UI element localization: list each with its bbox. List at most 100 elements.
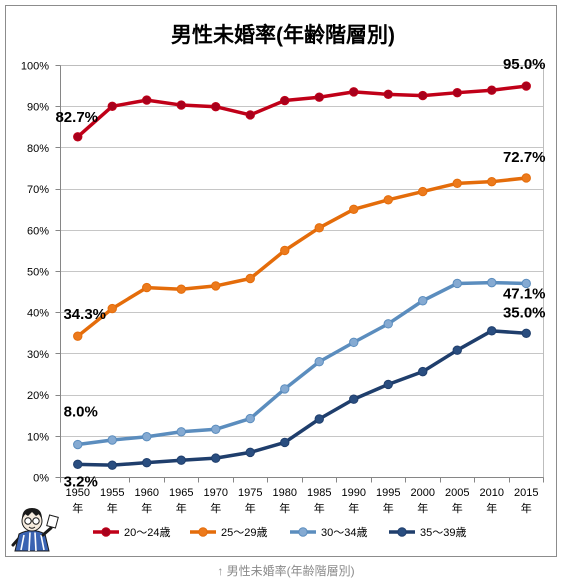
series-1-point: [107, 101, 117, 111]
y-tick-label: 90%: [27, 102, 49, 114]
legend-marker: [298, 527, 308, 537]
legend-label: 25～29歳: [221, 526, 267, 539]
series-2-point: [211, 281, 221, 291]
series-2-point: [452, 178, 462, 189]
data-label: 47.1%: [503, 285, 546, 302]
mascot-hair: [22, 508, 42, 519]
x-tick-unit-label: 年: [210, 501, 221, 515]
mascot-glasses-right-lens: [32, 517, 40, 525]
mascot-stripes: [20, 532, 45, 552]
y-tick-label: 50%: [27, 267, 49, 279]
series-4-point: [176, 455, 186, 465]
series-1-point: [280, 95, 290, 106]
series-2-line: [76, 176, 528, 338]
series-3-point: [349, 337, 359, 348]
legend-label: 20～24歳: [124, 526, 170, 539]
series-1-point: [383, 89, 393, 100]
mascot-glasses-left-lens: [24, 517, 32, 525]
legend-item: 30～34歳: [290, 526, 367, 539]
x-tick-label: 1995: [376, 487, 400, 499]
x-tick-unit-label: 年: [279, 501, 290, 515]
series-2-point: [418, 186, 428, 197]
series-4-point: [107, 460, 117, 470]
x-tick-label: 1990: [342, 487, 366, 499]
data-label: 34.3%: [63, 306, 106, 323]
series-4: [73, 326, 531, 470]
legend-label: 30～34歳: [321, 526, 367, 539]
series-4-point: [280, 437, 290, 448]
legend-item: 35～39歳: [389, 526, 466, 539]
x-tick-label: 2015: [514, 487, 538, 499]
x-tick-label: 1970: [204, 487, 228, 499]
series-1-point: [211, 102, 221, 112]
series-2: [73, 173, 531, 341]
x-tick-label: 1950: [66, 487, 90, 499]
series-4-line: [76, 329, 528, 467]
y-axis-tick-labels: 0% 10% 20% 30% 40% 50% 60% 70% 80% 90% 100%: [21, 61, 49, 485]
series-2-point: [176, 284, 186, 294]
series-1-point: [487, 85, 497, 95]
series-4-point: [211, 453, 221, 463]
figure-caption: ↑ 男性未婚率(年齢階層別): [217, 563, 354, 578]
series-3-point: [73, 439, 83, 450]
x-tick-unit-label: 年: [176, 501, 187, 515]
series-3-point: [107, 435, 117, 445]
x-tick-label: 2000: [411, 487, 435, 499]
axes: [55, 65, 544, 483]
x-tick-unit-label: 年: [348, 501, 359, 515]
legend-marker: [397, 527, 407, 537]
mascot-icon: [11, 508, 59, 552]
x-tick-unit-label: 年: [72, 501, 83, 515]
series-2-point: [349, 204, 359, 214]
series-3-point: [383, 319, 393, 329]
mascot-right-arm: [41, 526, 53, 537]
legend-label: 35～39歳: [420, 526, 466, 539]
data-label: 3.2%: [64, 473, 98, 490]
series-2-point: [521, 173, 531, 183]
series-2-point: [73, 331, 83, 341]
series-4-point: [418, 366, 428, 377]
series-3: [73, 277, 531, 450]
data-labels: 82.7% 95.0% 34.3% 72.7% 8.0% 47.1% 3.2% 35.0%: [55, 56, 545, 490]
series-4-point: [349, 394, 359, 404]
x-tick-unit-label: 年: [521, 501, 532, 515]
y-tick-label: 60%: [27, 225, 49, 237]
series-2-point: [314, 223, 324, 233]
series-2-point: [107, 303, 117, 314]
series-3-point: [521, 278, 531, 289]
series-1-point: [418, 90, 428, 101]
series-3-point: [142, 432, 152, 442]
series-2-point: [245, 273, 255, 284]
y-tick-label: 100%: [21, 61, 49, 73]
series-1-point: [452, 87, 462, 98]
x-tick-unit-label: 年: [452, 501, 463, 515]
x-tick-label: 2010: [480, 487, 504, 499]
series-4-point: [245, 447, 255, 458]
x-tick-unit-label: 年: [245, 501, 256, 515]
y-tick-label: 0%: [33, 473, 49, 485]
y-tick-label: 80%: [27, 143, 49, 155]
data-label: 72.7%: [503, 149, 546, 166]
series-3-point: [418, 296, 428, 306]
x-tick-unit-label: 年: [141, 501, 152, 515]
series-4-point: [314, 414, 324, 424]
y-tick-label: 40%: [27, 308, 49, 320]
series-1-point: [314, 92, 324, 102]
series-4-point: [521, 328, 531, 338]
series-3-point: [314, 357, 324, 367]
legend: 20～24歳 25～29歳 30～34歳 35～39歳: [93, 526, 466, 539]
series-4-point: [452, 345, 462, 355]
y-tick-label: 20%: [27, 390, 49, 402]
data-label: 95.0%: [503, 56, 546, 73]
series-3-point: [487, 277, 497, 288]
x-tick-unit-label: 年: [417, 501, 428, 515]
series-1-point: [521, 81, 531, 91]
series-3-point: [211, 424, 221, 434]
x-tick-label: 1960: [135, 487, 159, 499]
x-axis-tick-labels: 1950 年 1955 年 1960 年 1965 年 1970 年 1975 年 1980 年 1985 年…: [66, 487, 539, 515]
series-1-point: [142, 95, 152, 105]
x-tick-label: 1985: [307, 487, 331, 499]
series-1-point: [349, 87, 359, 97]
series-1-point: [73, 132, 83, 142]
